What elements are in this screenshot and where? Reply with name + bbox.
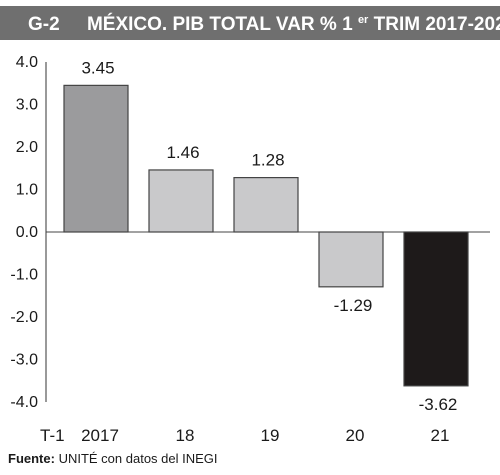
y-tick-label: 1.0 <box>16 182 38 199</box>
value-labels: 3.45 1.46 1.28 -1.29 -3.62 <box>81 58 457 413</box>
bar-20 <box>318 231 384 288</box>
y-tick-label: -3.0 <box>10 352 38 369</box>
bar-2017 <box>63 84 129 233</box>
bar-18 <box>148 169 214 233</box>
title-main: MÉXICO. PIB TOTAL VAR % 1 <box>87 13 353 35</box>
category-label-19: 19 <box>261 426 280 445</box>
value-label-2017: 3.45 <box>81 58 114 77</box>
chart-title: G-2 MÉXICO. PIB TOTAL VAR % 1 er TRIM 20… <box>28 7 500 35</box>
value-label-21: -3.62 <box>419 395 458 414</box>
source-note: Fuente: UNITÉ con datos del INEGI <box>8 451 218 466</box>
y-tick-label: -2.0 <box>10 309 38 326</box>
y-tick-labels: 4.0 3.0 2.0 1.0 0.0 -1.0 -2.0 -3.0 -4.0 <box>10 54 38 411</box>
source-text: UNITÉ con datos del INEGI <box>54 451 218 466</box>
y-tick-label: 2.0 <box>16 139 38 156</box>
bar-21 <box>403 231 469 387</box>
y-tick-label: -1.0 <box>10 267 38 284</box>
x-axis-label: T-1 <box>40 426 65 445</box>
bar-19 <box>233 177 299 233</box>
category-labels: T-1 2017 18 19 20 21 <box>40 426 449 445</box>
category-label-20: 20 <box>346 426 365 445</box>
bars <box>63 84 469 387</box>
title-superscript: er <box>358 14 369 26</box>
value-label-20: -1.29 <box>334 296 373 315</box>
category-label-18: 18 <box>176 426 195 445</box>
value-label-19: 1.28 <box>251 151 284 170</box>
y-tick-label: -4.0 <box>10 394 38 411</box>
y-tick-label: 3.0 <box>16 97 38 114</box>
category-label-21: 21 <box>431 426 450 445</box>
y-tick-label: 4.0 <box>16 54 38 71</box>
title-code: G-2 <box>28 14 60 35</box>
category-label-2017: 2017 <box>81 426 119 445</box>
title-bar <box>0 6 500 40</box>
y-tick-label: 0.0 <box>16 224 38 241</box>
source-label: Fuente: <box>8 451 55 466</box>
value-label-18: 1.46 <box>166 143 199 162</box>
